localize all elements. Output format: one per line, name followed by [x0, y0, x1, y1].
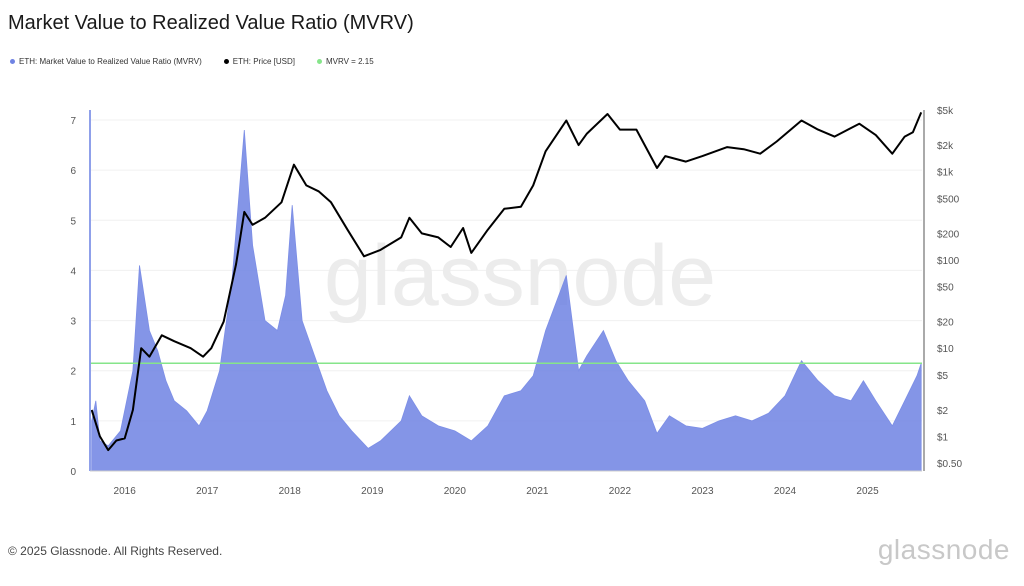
y-right-tick-label: $1k — [937, 168, 954, 179]
legend: ETH: Market Value to Realized Value Rati… — [10, 57, 374, 66]
y-left-tick-label: 2 — [70, 367, 76, 378]
price-line — [90, 112, 923, 452]
y-left-tick-label: 5 — [70, 216, 76, 227]
legend-dot-icon — [316, 59, 322, 64]
y-right-tick-label: $0.50 — [937, 459, 962, 470]
x-tick-label: 2023 — [691, 486, 714, 497]
y-right-tick-label: $2k — [937, 141, 954, 152]
mvrv-area — [91, 129, 922, 472]
y-left-tick-label: 4 — [70, 266, 76, 277]
x-tick-label: 2017 — [196, 486, 219, 497]
copyright: © 2025 Glassnode. All Rights Reserved. — [8, 544, 223, 558]
x-tick-label: 2016 — [114, 486, 137, 497]
watermark: glassnode — [324, 228, 716, 324]
x-tick-label: 2024 — [774, 486, 797, 497]
legend-dot-icon — [223, 59, 229, 64]
x-tick-label: 2018 — [279, 486, 302, 497]
y-left-tick-label: 0 — [70, 467, 76, 478]
y-right-tick-label: $1 — [937, 432, 949, 443]
legend-item-mvrv[interactable]: ETH: Market Value to Realized Value Rati… — [10, 57, 202, 66]
legend-dot-icon — [10, 59, 15, 64]
legend-item-price[interactable]: ETH: Price [USD] — [223, 57, 295, 66]
x-tick-label: 2022 — [609, 486, 632, 497]
y-right-tick-label: $5k — [937, 106, 954, 117]
y-right-tick-label: $500 — [937, 194, 960, 205]
y-right-tick-label: $2 — [937, 406, 949, 417]
y-left-tick-label: 6 — [70, 166, 76, 177]
y-right-tick-label: $50 — [937, 283, 954, 294]
y-left-tick-label: 1 — [70, 417, 76, 428]
y-right-tick-label: $100 — [937, 256, 960, 267]
chart-title: Market Value to Realized Value Ratio (MV… — [8, 12, 414, 34]
y-right-tick-label: $10 — [937, 344, 954, 355]
y-right-tick-label: $200 — [937, 229, 960, 240]
x-tick-label: 2021 — [526, 486, 549, 497]
y-right-tick-label: $20 — [937, 318, 954, 329]
y-left-tick-label: 3 — [70, 317, 76, 328]
x-tick-label: 2020 — [444, 486, 467, 497]
x-tick-label: 2025 — [856, 486, 879, 497]
y-left-tick-label: 7 — [70, 116, 76, 127]
legend-item-threshold[interactable]: MVRV = 2.15 — [316, 57, 374, 66]
y-right-tick-label: $5 — [937, 371, 949, 382]
glassnode-logo: glassnode — [877, 534, 1010, 565]
x-tick-label: 2019 — [361, 486, 384, 497]
